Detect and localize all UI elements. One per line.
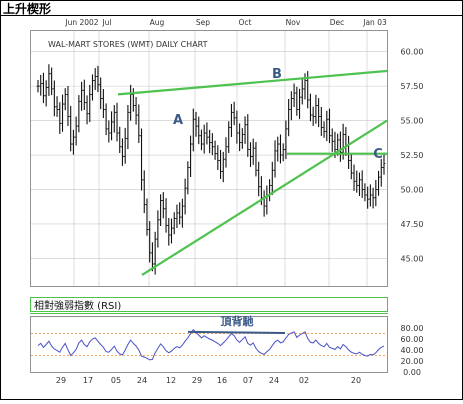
- day-label: 29: [56, 376, 66, 385]
- rsi-tick-label: 60.00: [401, 335, 424, 344]
- price-tick-label: 50.00: [401, 186, 424, 195]
- day-label: 16: [217, 376, 227, 385]
- day-axis-labels: 29 17 05 24 12 29 16 07 24 02 20: [56, 376, 361, 385]
- trendlines: [117, 69, 388, 276]
- pattern-label-c: C: [373, 147, 383, 162]
- month-label: Oct: [239, 18, 252, 27]
- price-tick-label: 52.50: [401, 151, 424, 160]
- rsi-tick-label: 40.00: [401, 346, 424, 355]
- page-title: 上升楔形: [3, 1, 51, 16]
- day-label: 24: [269, 376, 279, 385]
- rsi-tick-label: 20.00: [401, 357, 424, 366]
- price-panel: [30, 30, 388, 287]
- month-label: Jun 2002: [64, 18, 98, 27]
- pattern-label-a: A: [173, 113, 183, 128]
- price-axis-labels: 60.00 57.50 55.00 52.50 50.00 47.50 45.00: [401, 48, 424, 264]
- trendline: [141, 119, 388, 276]
- price-tick-label: 47.50: [401, 220, 424, 229]
- day-label: 20: [351, 376, 361, 385]
- rsi-tick-label: 0.00: [403, 368, 421, 377]
- day-label: 02: [299, 376, 309, 385]
- rsi-header-box: [30, 297, 388, 312]
- day-label: 17: [83, 376, 93, 385]
- month-label: Dec: [330, 18, 345, 27]
- month-labels: Jun 2002 Jul Aug Sep Oct Nov Dec Jan 03: [64, 18, 387, 27]
- month-label: Jan 03: [362, 18, 387, 27]
- day-label: 29: [192, 376, 202, 385]
- rsi-title: 相對強弱指數 (RSI): [34, 299, 121, 312]
- price-tick-label: 45.00: [401, 254, 424, 263]
- day-label: 12: [166, 376, 176, 385]
- rsi-tick-label: 80.00: [401, 324, 424, 333]
- month-label: Jul: [101, 18, 111, 27]
- day-label: 07: [243, 376, 253, 385]
- month-label: Aug: [150, 18, 165, 27]
- price-tick-label: 55.00: [401, 117, 424, 126]
- month-label: Sep: [196, 18, 210, 27]
- rsi-line: [37, 328, 385, 361]
- price-tick-label: 57.50: [401, 82, 424, 91]
- divergence-line: [187, 330, 286, 334]
- price-chart-title: WAL-MART STORES (WMT) DAILY CHART: [48, 40, 208, 49]
- rsi-plot: 頂背馳: [31, 314, 387, 361]
- trendline: [117, 69, 388, 96]
- pattern-label-b: B: [272, 67, 282, 82]
- day-label: 05: [111, 376, 121, 385]
- pattern-annotations: A B C: [173, 67, 383, 162]
- rsi-axis-labels: 80.00 60.00 40.00 20.00 0.00: [401, 324, 424, 377]
- month-label: Nov: [286, 18, 301, 27]
- divergence-label: 頂背馳: [221, 314, 254, 328]
- price-tick-label: 60.00: [401, 48, 424, 57]
- day-label: 24: [137, 376, 147, 385]
